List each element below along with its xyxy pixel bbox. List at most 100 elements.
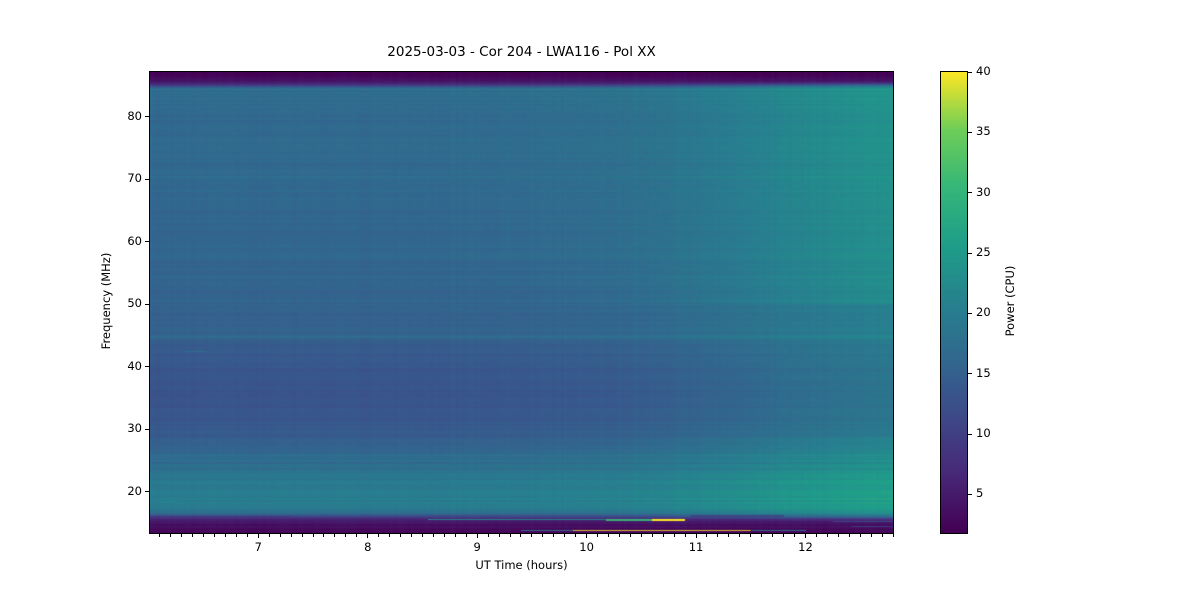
y-tick-label: 40 [127, 358, 142, 373]
x-minor-tick [487, 534, 489, 537]
y-tick-label: 20 [127, 483, 142, 498]
colorbar-label: Power (CPU) [1003, 265, 1017, 337]
colorbar-tick-label: 20 [976, 305, 991, 320]
y-major-tick [145, 491, 149, 493]
x-minor-tick [214, 534, 216, 537]
x-minor-tick [607, 534, 609, 537]
y-major-tick [145, 241, 149, 243]
x-tick-label: 10 [579, 540, 594, 554]
y-major-tick [145, 178, 149, 180]
x-major-tick [476, 534, 478, 538]
x-major-tick [257, 534, 259, 538]
colorbar-tick-label: 30 [976, 184, 991, 199]
x-minor-tick [706, 534, 708, 537]
y-tick-label: 80 [127, 108, 142, 123]
colorbar-tick-label: 5 [976, 486, 984, 501]
x-minor-tick [465, 534, 467, 537]
x-minor-tick [225, 534, 226, 537]
y-major-tick [145, 428, 149, 430]
x-minor-tick [203, 534, 205, 537]
x-tick-label: 8 [364, 540, 372, 554]
x-minor-tick [640, 534, 642, 537]
x-minor-tick [662, 534, 664, 537]
x-minor-tick [170, 534, 172, 537]
colorbar-tick [968, 493, 972, 495]
x-minor-tick [848, 534, 850, 537]
x-minor-tick [312, 534, 314, 537]
x-minor-tick [673, 534, 675, 537]
x-minor-tick [761, 534, 763, 537]
x-tick-label: 11 [688, 540, 704, 554]
x-minor-tick [323, 534, 325, 537]
spectrogram-heatmap [150, 72, 893, 533]
x-minor-tick [345, 534, 347, 537]
x-minor-tick [421, 534, 423, 537]
x-minor-tick [246, 534, 248, 537]
x-minor-tick [159, 534, 161, 537]
x-minor-tick [301, 534, 303, 537]
y-tick-label: 50 [127, 296, 142, 311]
x-minor-tick [290, 534, 292, 537]
x-tick-label: 12 [798, 540, 813, 554]
x-minor-tick [531, 534, 533, 537]
x-minor-tick [181, 534, 183, 537]
x-minor-tick [859, 534, 861, 537]
x-minor-tick [553, 534, 555, 537]
y-tick-label: 60 [127, 233, 142, 248]
colorbar-tick-label: 40 [976, 64, 991, 78]
x-minor-tick [334, 534, 336, 537]
x-minor-tick [564, 534, 566, 537]
colorbar-gradient [941, 72, 967, 533]
x-minor-tick [684, 534, 686, 537]
colorbar [940, 71, 968, 534]
y-major-tick [145, 366, 149, 368]
x-minor-tick [411, 534, 413, 537]
x-major-tick [586, 534, 588, 538]
x-tick-label: 7 [254, 540, 262, 554]
x-major-tick [695, 534, 697, 538]
x-minor-tick [520, 534, 522, 537]
x-minor-tick [772, 534, 774, 537]
x-minor-tick [192, 534, 194, 537]
colorbar-tick [968, 312, 972, 314]
x-minor-tick [837, 534, 839, 537]
x-minor-tick [432, 534, 434, 537]
x-minor-tick [498, 534, 500, 537]
x-major-tick [367, 534, 369, 538]
x-minor-tick [629, 534, 631, 537]
colorbar-tick [968, 373, 972, 375]
x-minor-tick [728, 534, 730, 537]
plot-area [149, 71, 894, 534]
x-minor-tick [618, 534, 620, 537]
x-minor-tick [794, 534, 796, 537]
x-minor-tick [783, 534, 785, 537]
x-tick-label: 9 [473, 540, 481, 554]
x-minor-tick [400, 534, 402, 537]
x-axis-label: UT Time (hours) [475, 558, 568, 572]
x-minor-tick [597, 534, 599, 537]
plot-title: 2025-03-03 - Cor 204 - LWA116 - Pol XX [387, 44, 656, 60]
colorbar-tick-label: 25 [976, 245, 991, 260]
x-minor-tick [815, 534, 817, 537]
x-minor-tick [739, 534, 741, 537]
x-minor-tick [892, 534, 894, 537]
colorbar-tick [968, 252, 972, 254]
colorbar-tick-label: 10 [976, 426, 991, 441]
colorbar-tick [968, 71, 972, 73]
x-minor-tick [378, 534, 380, 537]
colorbar-tick-label: 15 [976, 365, 991, 380]
colorbar-tick-label: 35 [976, 124, 991, 139]
x-minor-tick [651, 534, 653, 537]
x-minor-tick [717, 534, 719, 537]
x-minor-tick [443, 534, 445, 537]
y-tick-label: 30 [127, 421, 142, 436]
x-minor-tick [268, 534, 270, 537]
x-minor-tick [750, 534, 752, 537]
x-minor-tick [575, 534, 577, 537]
x-minor-tick [870, 534, 872, 537]
x-minor-tick [826, 534, 828, 537]
colorbar-tick [968, 131, 972, 133]
y-axis-label: Frequency (MHz) [99, 252, 113, 350]
x-minor-tick [509, 534, 511, 537]
